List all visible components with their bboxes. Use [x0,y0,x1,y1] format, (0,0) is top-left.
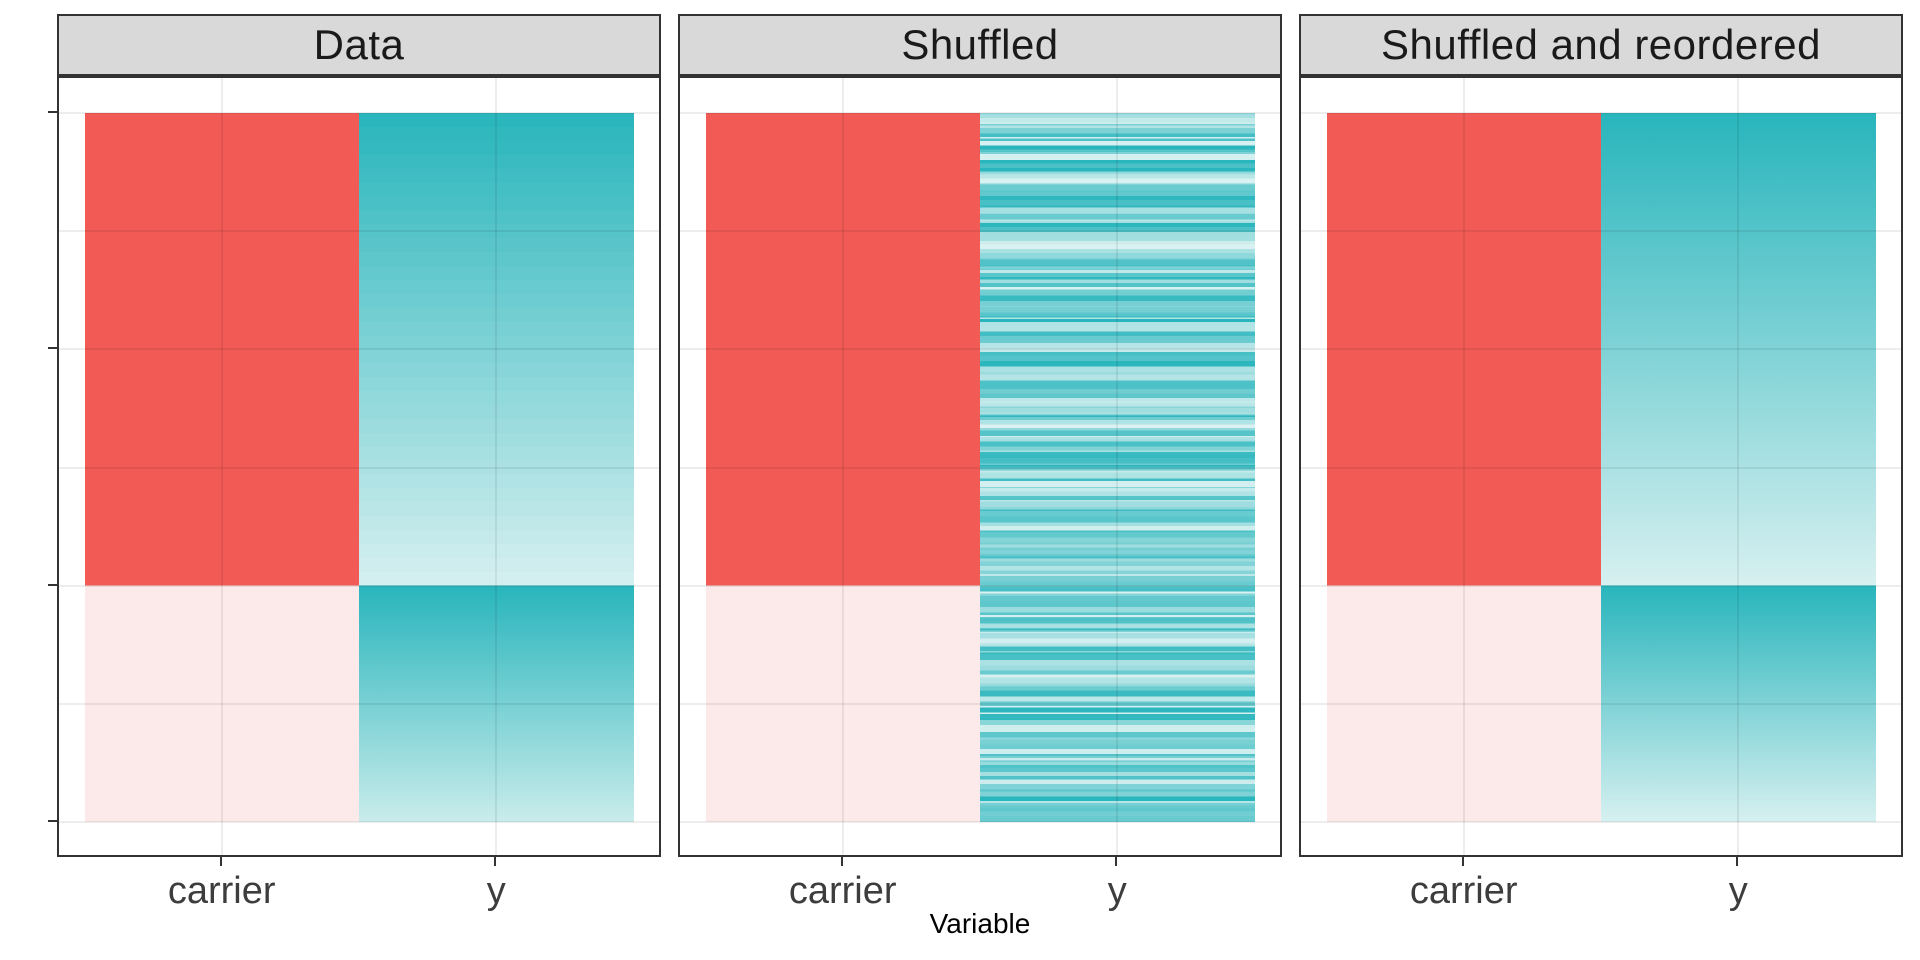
x-tick-mark [840,857,843,866]
gridline-horizontal [59,466,659,469]
x-tick-mark [494,857,497,866]
gridline-vertical [1737,78,1740,855]
gridline-horizontal [1301,466,1901,469]
facet-data: Data carrier y [48,14,661,912]
gridline-horizontal [1301,584,1901,587]
gridline-horizontal [680,230,1280,233]
panel-shuffled-reordered [1299,76,1903,857]
gridline-horizontal [680,348,1280,351]
gridline-horizontal [1301,348,1901,351]
gridline-horizontal [680,112,1280,114]
y-tick-mark [48,583,57,586]
x-tick-label-y: y [1107,870,1127,912]
gridline-horizontal [59,820,659,823]
gridline-horizontal [1301,702,1901,705]
x-tick-label-y: y [1728,870,1748,912]
gridline-horizontal [59,348,659,351]
facet-shuffled: Shuffled carrier y [678,14,1282,912]
x-axis-tick-labels: carrier y [678,868,1282,914]
facet-strip-label: Shuffled [901,21,1059,68]
facet-strip: Shuffled [678,14,1282,76]
gridline-horizontal [680,584,1280,587]
x-tick-mark [1115,857,1118,866]
x-axis-tick-labels: carrier y [57,868,661,914]
facet-strip: Shuffled and reordered [1299,14,1903,76]
gridline-vertical [220,78,223,855]
facet-shuffled-reordered: Shuffled and reordered carrier y [1299,14,1903,912]
gridline-horizontal [1301,112,1901,114]
facet-strip-label: Data [313,21,405,68]
x-tick-label-y: y [486,870,506,912]
x-tick-label-carrier: carrier [1409,870,1518,912]
panel-data [57,76,661,857]
x-tick-mark [1736,857,1739,866]
gridline-horizontal [59,112,659,114]
gridline-horizontal [1301,230,1901,233]
panel-shuffled [678,76,1282,857]
x-axis-tick-labels: carrier y [1299,868,1903,914]
x-tick-label-carrier: carrier [167,870,276,912]
tile-column-y [359,113,634,822]
x-tick-label-carrier: carrier [788,870,897,912]
tile-column-y [1601,113,1876,822]
gridline-vertical [1116,78,1119,855]
y-tick-mark [48,820,57,822]
y-tick-mark [48,347,57,350]
x-tick-mark [1461,857,1464,866]
x-tick-mark [219,857,222,866]
facet-strip-label: Shuffled and reordered [1381,21,1821,68]
tile-column-carrier [84,113,359,822]
gridline-horizontal [680,702,1280,705]
gridline-vertical [1462,78,1465,855]
tile-column-carrier [1326,113,1601,822]
x-axis-title: Variable [929,908,1031,939]
gridline-horizontal [59,230,659,233]
facet-strip: Data [57,14,661,76]
tile-column-y [980,113,1255,822]
gridline-vertical [495,78,498,855]
y-tick-mark [48,111,57,113]
gridline-vertical [841,78,844,855]
gridline-horizontal [1301,820,1901,823]
gridline-horizontal [59,702,659,705]
gridline-horizontal [680,466,1280,469]
gridline-horizontal [680,820,1280,823]
tile-column-carrier [705,113,980,822]
gridline-horizontal [59,584,659,587]
